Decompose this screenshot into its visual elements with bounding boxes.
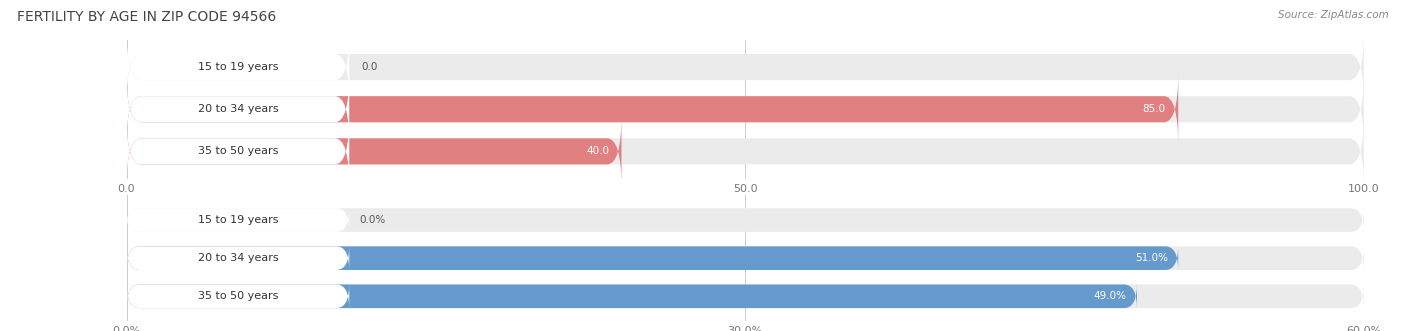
FancyBboxPatch shape <box>127 284 349 308</box>
FancyBboxPatch shape <box>127 246 1178 270</box>
FancyBboxPatch shape <box>127 116 1364 187</box>
FancyBboxPatch shape <box>127 208 1364 232</box>
Text: 15 to 19 years: 15 to 19 years <box>198 62 278 72</box>
FancyBboxPatch shape <box>127 284 1137 308</box>
FancyBboxPatch shape <box>127 31 1364 103</box>
FancyBboxPatch shape <box>127 73 1364 145</box>
FancyBboxPatch shape <box>127 246 1364 270</box>
Text: 51.0%: 51.0% <box>1135 253 1168 263</box>
Text: 35 to 50 years: 35 to 50 years <box>198 146 278 156</box>
FancyBboxPatch shape <box>127 73 349 145</box>
Text: 40.0: 40.0 <box>586 146 609 156</box>
Text: 0.0%: 0.0% <box>360 215 385 225</box>
FancyBboxPatch shape <box>127 284 1364 308</box>
FancyBboxPatch shape <box>127 31 349 103</box>
Text: 20 to 34 years: 20 to 34 years <box>198 104 278 114</box>
FancyBboxPatch shape <box>127 73 1178 145</box>
FancyBboxPatch shape <box>127 208 349 232</box>
FancyBboxPatch shape <box>127 246 349 270</box>
Text: 49.0%: 49.0% <box>1094 291 1126 301</box>
Text: 35 to 50 years: 35 to 50 years <box>198 291 278 301</box>
Text: Source: ZipAtlas.com: Source: ZipAtlas.com <box>1278 10 1389 20</box>
Text: 15 to 19 years: 15 to 19 years <box>198 215 278 225</box>
Text: FERTILITY BY AGE IN ZIP CODE 94566: FERTILITY BY AGE IN ZIP CODE 94566 <box>17 10 276 24</box>
FancyBboxPatch shape <box>127 116 621 187</box>
Text: 20 to 34 years: 20 to 34 years <box>198 253 278 263</box>
FancyBboxPatch shape <box>127 116 349 187</box>
Text: 0.0: 0.0 <box>361 62 378 72</box>
Text: 85.0: 85.0 <box>1143 104 1166 114</box>
